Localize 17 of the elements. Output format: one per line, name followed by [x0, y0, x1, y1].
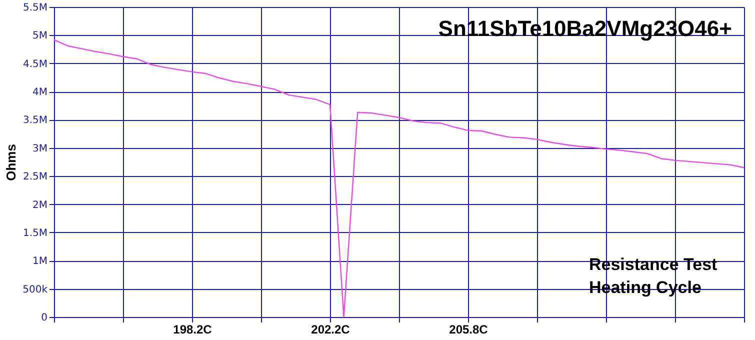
y-tick-label: 2M: [32, 200, 48, 211]
y-tick-label: 5.5M: [22, 2, 48, 14]
y-tick-label: 500k: [22, 284, 48, 296]
y-tick-label: 3.5M: [22, 115, 48, 126]
y-tick-label: 2.5M: [22, 172, 48, 183]
x-tick-label: 202.2C: [311, 322, 350, 336]
y-tick-label: 5M: [32, 30, 48, 42]
y-axis-title: Ohms: [4, 144, 19, 181]
y-tick-label: 1M: [32, 256, 48, 268]
y-tick-label: 0: [41, 312, 48, 324]
x-tick-label: 205.8C: [449, 322, 488, 336]
y-tick-label: 1.5M: [22, 228, 48, 239]
line-series: [53, 39, 745, 318]
x-tick-label: 198.2C: [173, 322, 212, 336]
y-tick-label: 4.5M: [22, 58, 48, 70]
y-tick-label: 4M: [32, 87, 48, 98]
y-tick-label: 3M: [32, 143, 48, 154]
